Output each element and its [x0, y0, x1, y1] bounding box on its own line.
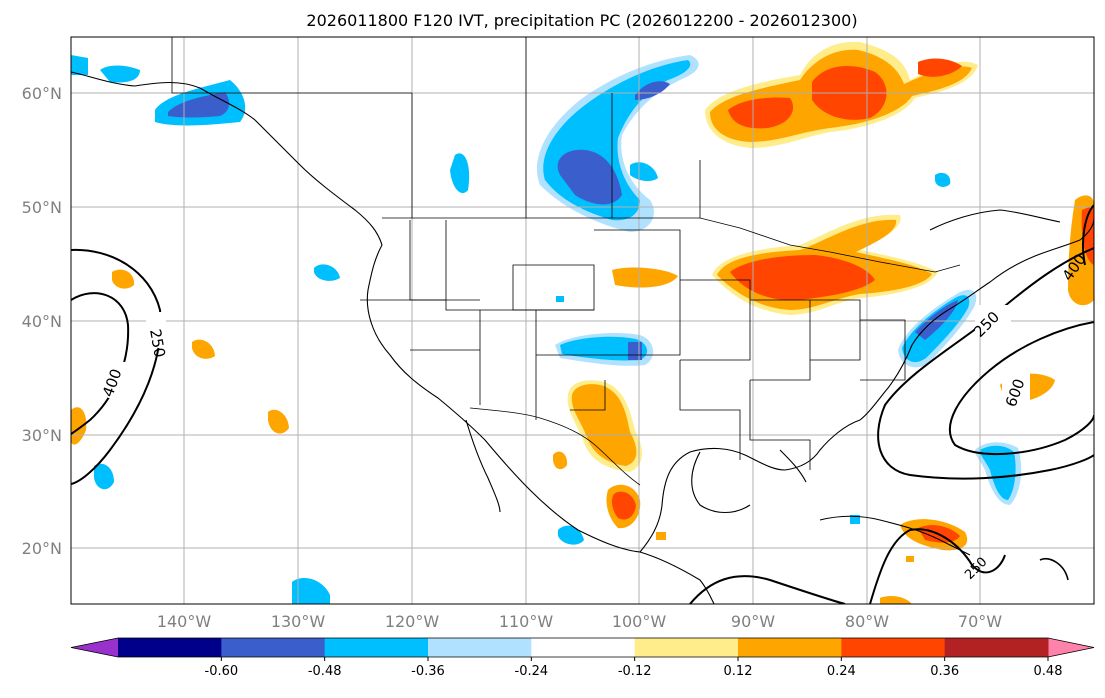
lat-label: 60°N	[22, 84, 62, 103]
lon-label: 110°W	[499, 612, 554, 631]
lat-label: 40°N	[22, 312, 62, 331]
lat-label: 50°N	[22, 198, 62, 217]
contour-caribbean	[869, 528, 1006, 604]
central-negative-area	[314, 264, 654, 366]
colorbar-cell	[944, 638, 1049, 657]
contour-600-east	[949, 321, 1094, 455]
colorbar-extend-low	[71, 638, 118, 657]
lon-label: 130°W	[271, 612, 326, 631]
colorbar-cell	[428, 638, 532, 657]
colorbar-tick-label: -0.36	[411, 664, 445, 679]
colorbar-cell	[118, 638, 222, 657]
colorbar-cell	[841, 638, 946, 657]
map-panel: 250 400 250 400 600 250	[70, 36, 1095, 605]
colorbar-tick-label: 0.12	[724, 664, 753, 679]
contour-400-east	[1082, 204, 1094, 266]
colorbar-tick-label: -0.48	[308, 664, 342, 679]
colorbar-cell	[221, 638, 326, 657]
colorbar-tick-label: 0.48	[1034, 664, 1063, 679]
contour-south-loop	[689, 575, 846, 604]
contour-250-east	[877, 247, 1094, 480]
colorbar: -0.60 -0.48 -0.36 -0.24 -0.12 0.12 0.24 0.36 0.4…	[70, 637, 1095, 679]
great-lakes-positive-area	[112, 214, 938, 315]
colorbar-tick-label: 0.36	[930, 664, 959, 679]
map-frame	[70, 36, 1095, 605]
colorbar-tick-label: -0.24	[515, 664, 549, 679]
lon-label: 90°W	[731, 612, 775, 631]
contour-250-west	[71, 248, 162, 485]
lon-label: 100°W	[612, 612, 667, 631]
colorbar-tick-label: -0.60	[205, 664, 239, 679]
political-borders	[171, 37, 961, 486]
colorbar-tick-label: 0.24	[827, 664, 856, 679]
lon-label: 70°W	[958, 612, 1002, 631]
colorbar-cell	[738, 638, 842, 657]
latitude-labels: 60°N 50°N 40°N 30°N 20°N	[22, 84, 62, 558]
colorbar-cell	[324, 638, 429, 657]
contour-small-east	[1039, 558, 1069, 581]
alaska-negative-area	[71, 55, 246, 126]
map-title: 2026011800 F120 IVT, precipitation PC (2…	[306, 11, 857, 30]
prairie-negative-band	[450, 55, 951, 232]
colorbar-tick-label: -0.12	[618, 664, 652, 679]
lon-label: 120°W	[385, 612, 440, 631]
texas-mexico-positive-area	[71, 339, 666, 540]
lat-label: 20°N	[22, 539, 62, 558]
colorbar-extend-high	[1048, 638, 1094, 657]
precip-shading	[71, 41, 1094, 604]
coastlines	[71, 71, 1094, 604]
longitude-labels: 140°W 130°W 120°W 110°W 100°W 90°W 80°W …	[157, 612, 1002, 631]
contour-label: 250	[146, 328, 169, 359]
colorbar-cell	[531, 638, 636, 657]
ivt-contours	[71, 204, 1094, 604]
lon-label: 140°W	[157, 612, 212, 631]
lat-label: 30°N	[22, 426, 62, 445]
colorbar-cell	[634, 638, 739, 657]
colorbar-outline	[70, 637, 1095, 658]
lon-label: 80°W	[845, 612, 889, 631]
